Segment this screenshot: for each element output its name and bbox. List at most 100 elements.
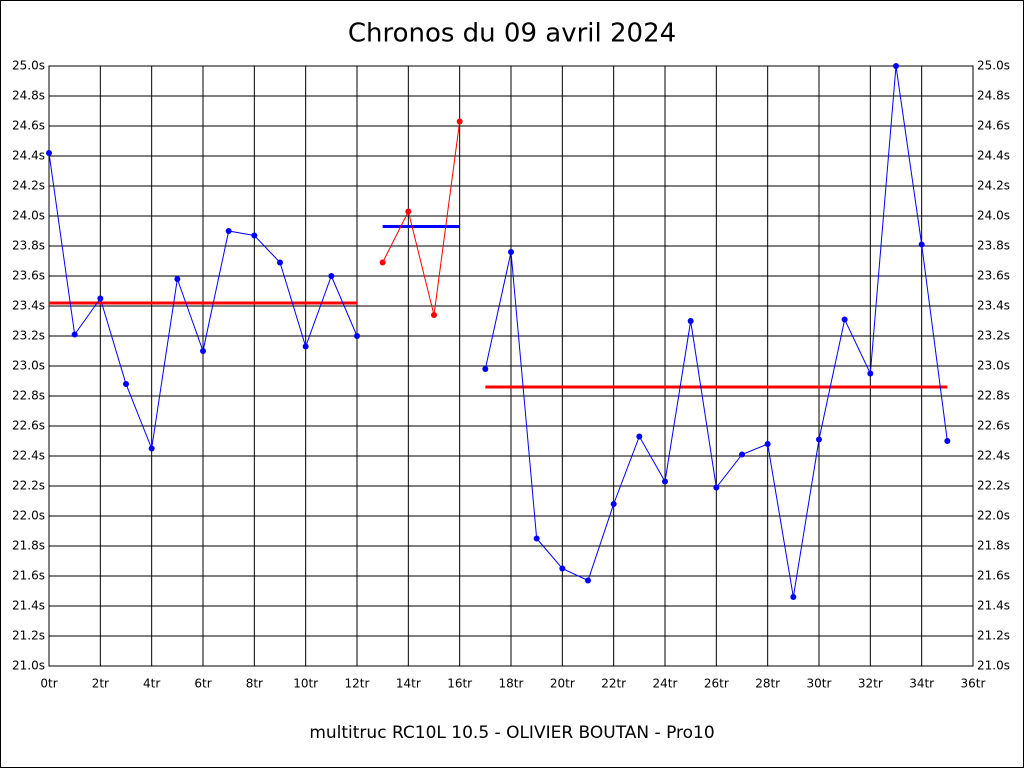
x-tick-label: 12tr: [345, 677, 370, 691]
x-tick-label: 34tr: [909, 677, 934, 691]
y-tick-label: 22.8s: [12, 389, 45, 403]
point: [174, 276, 181, 282]
series-line: [382, 121, 461, 316]
y-tick-label: 24.2s: [12, 179, 45, 193]
y-tick-label: 21.0s: [12, 659, 45, 673]
y2-tick-label: 24.0s: [977, 209, 1010, 223]
x-tick-label: 2tr: [92, 677, 109, 691]
x-tick-label: 6tr: [194, 677, 211, 691]
point: [867, 370, 874, 377]
x-tick-label: 10tr: [293, 677, 318, 691]
x-tick-label: 24tr: [653, 677, 678, 691]
x-tick-label: 30tr: [807, 677, 832, 691]
point: [713, 484, 720, 491]
point: [944, 438, 951, 444]
y2-tick-label: 22.0s: [977, 509, 1010, 523]
point: [610, 501, 617, 507]
plot-border: [48, 65, 974, 667]
point: [893, 63, 899, 69]
y2-tick-label: 24.4s: [977, 149, 1010, 163]
point: [302, 343, 309, 350]
y-tick-label: 21.4s: [12, 599, 45, 613]
point: [379, 259, 386, 266]
point: [97, 295, 104, 302]
x-tick-label: 4tr: [143, 677, 160, 691]
x-tick-label: 28tr: [755, 677, 780, 691]
y-tick-label: 21.2s: [12, 629, 45, 643]
point: [405, 208, 412, 215]
point: [918, 241, 925, 248]
point: [533, 535, 540, 542]
x-tick-label: 36tr: [961, 677, 986, 691]
y2-tick-label: 24.8s: [977, 89, 1010, 103]
point: [251, 232, 258, 239]
point: [328, 273, 335, 279]
y-tick-label: 23.2s: [12, 329, 45, 343]
point: [148, 445, 155, 452]
y-tick-label: 24.6s: [12, 119, 45, 133]
point: [46, 150, 52, 156]
y-tick-label: 21.6s: [12, 569, 45, 583]
x-tick-label: 8tr: [246, 677, 263, 691]
point: [687, 318, 694, 324]
x-tick-label: 26tr: [704, 677, 729, 691]
y-tick-label: 24.4s: [12, 149, 45, 163]
x-tick-label: 14tr: [396, 677, 421, 691]
y-tick-label: 25.0s: [12, 59, 45, 73]
y-tick-label: 24.0s: [12, 209, 45, 223]
y2-tick-label: 23.8s: [977, 239, 1010, 253]
x-tick-label: 18tr: [499, 677, 524, 691]
x-tick-label: 32tr: [858, 677, 883, 691]
y2-tick-label: 22.4s: [977, 449, 1010, 463]
y-tick-label: 22.6s: [12, 419, 45, 433]
x-tick-label: 20tr: [550, 677, 575, 691]
y-tick-label: 24.8s: [12, 89, 45, 103]
y-tick-label: 23.8s: [12, 239, 45, 253]
y-tick-label: 23.6s: [12, 269, 45, 283]
point: [123, 381, 129, 387]
y-tick-label: 22.4s: [12, 449, 45, 463]
y2-tick-label: 21.6s: [977, 569, 1010, 583]
point: [456, 118, 463, 125]
y-tick-label: 22.2s: [12, 479, 45, 493]
point: [636, 433, 643, 440]
point: [482, 366, 489, 372]
chart-title: Chronos du 09 avril 2024: [348, 19, 676, 49]
y-tick-label: 23.4s: [12, 299, 45, 313]
point: [585, 577, 591, 584]
y-tick-label: 21.8s: [12, 539, 45, 553]
y-tick-label: 22.0s: [12, 509, 45, 523]
point: [739, 451, 745, 458]
point: [662, 478, 668, 485]
y2-tick-label: 22.6s: [977, 419, 1010, 433]
y2-tick-label: 23.4s: [977, 299, 1010, 313]
point: [354, 333, 360, 339]
point: [508, 249, 514, 255]
y2-tick-label: 21.0s: [977, 659, 1010, 673]
footer: multitruc RC10L 10.5 - OLIVIER BOUTAN - …: [309, 723, 714, 743]
point: [764, 441, 771, 447]
y2-tick-label: 22.8s: [977, 389, 1010, 403]
y2-tick-label: 24.2s: [977, 179, 1010, 193]
y2-tick-label: 23.6s: [977, 269, 1010, 283]
x-tick-label: 16tr: [447, 677, 472, 691]
x-tick-label: 22tr: [601, 677, 626, 691]
point: [790, 594, 797, 600]
point: [200, 348, 206, 354]
y2-tick-label: 21.2s: [977, 629, 1010, 643]
y2-tick-label: 22.2s: [977, 479, 1010, 493]
x-tick-label: 0tr: [40, 677, 57, 691]
y2-tick-label: 21.8s: [977, 539, 1010, 553]
y2-tick-label: 25.0s: [977, 59, 1010, 73]
y2-tick-label: 24.6s: [977, 119, 1010, 133]
y2-tick-label: 21.4s: [977, 599, 1010, 613]
point: [816, 436, 822, 443]
point: [277, 259, 283, 266]
y-tick-label: 23.0s: [12, 359, 45, 373]
point: [71, 331, 78, 338]
point: [841, 316, 848, 323]
point: [431, 312, 437, 318]
point: [225, 228, 232, 234]
